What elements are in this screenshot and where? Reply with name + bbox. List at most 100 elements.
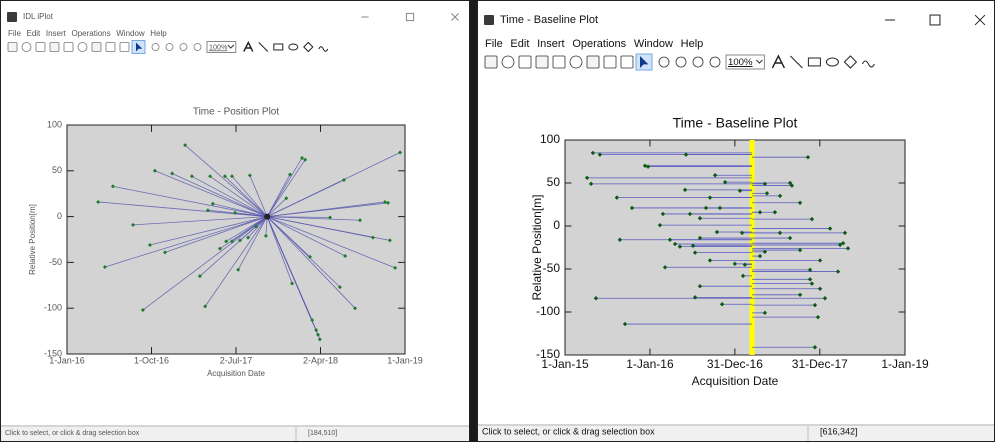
data-point [382, 199, 387, 204]
x-tick-label: 1-Oct-16 [134, 356, 169, 366]
data-point [707, 195, 713, 200]
toolbar-icon[interactable] [552, 55, 566, 69]
data-point [822, 296, 828, 301]
toolbar-icon[interactable] [518, 55, 532, 69]
zoom-value[interactable]: 100% [728, 57, 753, 68]
data-point [737, 188, 743, 193]
toolbar-icon[interactable] [119, 42, 130, 52]
menu-item[interactable]: Help [150, 29, 167, 38]
toolbar-icon[interactable] [105, 42, 116, 52]
toolbar-icon[interactable] [675, 56, 687, 68]
zoom-value[interactable]: 100% [209, 42, 228, 51]
rect-tool-icon[interactable] [807, 57, 821, 67]
baseline-link [249, 175, 268, 217]
toolbar-icon[interactable] [151, 43, 160, 51]
freehand-tool-icon[interactable] [318, 46, 329, 52]
toolbar-icon[interactable] [535, 55, 549, 69]
baseline-link [267, 216, 390, 241]
chart-title: Time - Baseline Plot [673, 115, 798, 131]
toolbar-icon[interactable] [586, 55, 600, 69]
baseline-link [204, 216, 268, 307]
app-icon [7, 12, 17, 22]
menu-item[interactable]: Insert [46, 29, 67, 38]
rect-tool-icon[interactable] [273, 43, 284, 51]
data-point [183, 143, 188, 148]
toolbar-icon[interactable] [709, 56, 721, 68]
toolbar-icon[interactable] [569, 55, 583, 69]
toolbar-icon[interactable] [77, 42, 88, 52]
status-bar [478, 426, 994, 441]
data-point [210, 201, 215, 206]
toolbar-icon[interactable] [21, 42, 32, 52]
toolbar-icon[interactable] [35, 42, 46, 52]
x-tick-label: 1-Jan-16 [626, 357, 674, 371]
data-point [807, 267, 813, 273]
menu-item[interactable]: Edit [26, 29, 41, 38]
toolbar-icon[interactable] [692, 56, 704, 68]
menu-item[interactable]: File [485, 38, 503, 50]
data-point [152, 168, 157, 173]
data-point [593, 296, 599, 301]
toolbar-icon[interactable] [620, 55, 634, 69]
data-point [247, 173, 252, 178]
toolbar-icon[interactable] [91, 42, 102, 52]
data-point [787, 235, 793, 241]
polygon-tool-icon[interactable] [303, 41, 314, 53]
plot-area [564, 139, 906, 356]
line-tool-icon[interactable] [258, 42, 269, 52]
polygon-tool-icon[interactable] [843, 55, 858, 69]
toolbar-icon[interactable] [501, 55, 515, 69]
data-point [645, 164, 651, 169]
baseline-link [231, 176, 268, 217]
maximize-button[interactable] [405, 12, 415, 22]
data-point [284, 196, 289, 201]
close-button-stroke[interactable] [974, 14, 986, 26]
ellipse-tool-icon[interactable] [288, 43, 299, 51]
data-point [229, 174, 234, 179]
menu-item[interactable]: Window [634, 38, 673, 50]
toolbar-icon[interactable] [484, 55, 498, 69]
zoom-box[interactable] [206, 41, 237, 53]
toolbar-icon[interactable] [7, 42, 18, 52]
baseline-link [112, 185, 268, 217]
maximize-button[interactable] [929, 14, 941, 26]
toolbar-icon[interactable] [658, 56, 670, 68]
toolbar-icon[interactable] [49, 42, 60, 52]
text-tool-icon[interactable] [771, 54, 786, 69]
data-point [697, 284, 703, 289]
y-tick-label: -150 [44, 348, 62, 358]
data-point [130, 222, 135, 227]
data-point [692, 295, 698, 300]
data-point [719, 302, 725, 307]
menu-item[interactable]: Insert [537, 38, 565, 50]
text-tool-icon[interactable] [243, 40, 254, 52]
ellipse-tool-icon[interactable] [825, 57, 839, 67]
zoom-dropdown[interactable] [756, 59, 763, 64]
data-point [189, 174, 194, 179]
x-tick-label: 31-Dec-16 [707, 357, 763, 371]
toolbar-icon[interactable] [179, 43, 188, 51]
menu-item[interactable]: Edit [510, 38, 529, 50]
data-point [757, 253, 763, 259]
app-icon [484, 15, 494, 25]
data-point [817, 286, 823, 291]
data-point [742, 262, 748, 267]
menu-item[interactable]: File [8, 29, 21, 38]
line-tool-icon[interactable] [790, 55, 803, 69]
freehand-tool-icon[interactable] [861, 60, 875, 68]
data-point [740, 273, 746, 279]
toolbar-icon[interactable] [603, 55, 617, 69]
toolbar-icon[interactable] [165, 43, 174, 51]
menu-item[interactable]: Window [116, 29, 145, 38]
data-point [263, 233, 268, 238]
menu-item[interactable]: Operations [72, 29, 111, 38]
baseline-link [266, 216, 293, 284]
menu-item[interactable]: Operations [572, 38, 626, 50]
window-divider [470, 0, 477, 442]
toolbar-icon[interactable] [63, 42, 74, 52]
zoom-box[interactable] [725, 54, 765, 70]
zoom-dropdown[interactable] [227, 44, 235, 49]
close-button-stroke[interactable] [451, 13, 459, 21]
toolbar-icon[interactable] [193, 43, 202, 51]
menu-item[interactable]: Help [681, 38, 704, 50]
